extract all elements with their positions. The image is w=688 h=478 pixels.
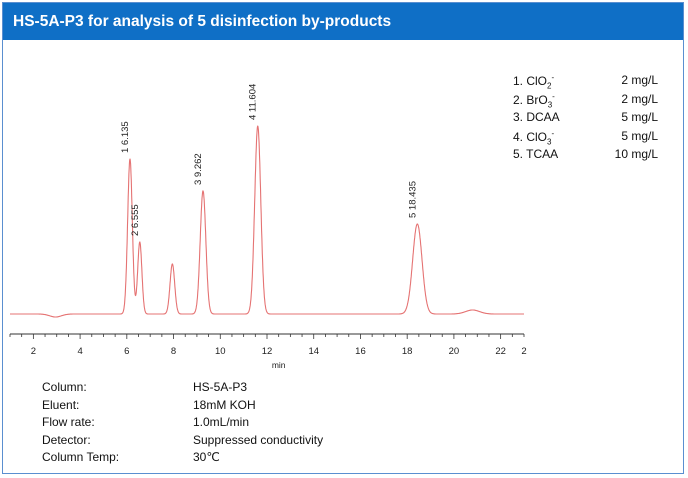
condition-row: Eluent: 18mM KOH (42, 398, 362, 416)
legend-entry: 3. DCAA 5 mg/L (513, 110, 658, 129)
legend-analyte-name: 5. TCAA (513, 147, 559, 161)
legend-analyte-name: 4. ClO3- (513, 128, 555, 146)
x-tick-label: 2 (521, 346, 526, 357)
x-tick-label: 2 (31, 346, 36, 357)
condition-value: 30℃ (193, 450, 220, 464)
legend-concentration: 5 mg/L (621, 110, 658, 124)
chromatography-conditions: Column: HS-5A-P3 Eluent: 18mM KOH Flow rate:… (42, 380, 362, 468)
x-tick-label: 16 (355, 346, 366, 357)
analyte-legend: 1. ClO2- 2 mg/L 2. BrO3- 2 mg/L 3. DCAA 5 mg/… (513, 73, 658, 166)
x-tick-label: 20 (449, 346, 460, 357)
x-tick-label: 14 (308, 346, 319, 357)
x-tick-label: 18 (402, 346, 413, 357)
x-tick-label: 6 (124, 346, 129, 357)
condition-label: Eluent: (42, 397, 80, 412)
condition-label: Column Temp: (42, 450, 120, 464)
x-tick-label: 10 (215, 346, 226, 357)
legend-entry: 4. ClO3- 5 mg/L (513, 129, 658, 148)
legend-entry: 5. TCAA 10 mg/L (513, 147, 658, 166)
condition-row: Flow rate: 1.0mL/min (42, 415, 362, 433)
condition-label: Flow rate: (42, 415, 95, 429)
condition-row: Detector: Suppressed conductivity (42, 433, 362, 451)
condition-value: 1.0mL/min (193, 415, 250, 429)
condition-value: HS-5A-P3 (193, 380, 248, 394)
legend-concentration: 10 mg/L (614, 147, 658, 161)
legend-analyte-name: 1. ClO2- (513, 73, 555, 91)
legend-entry: 2. BrO3- 2 mg/L (513, 92, 658, 111)
legend-concentration: 5 mg/L (621, 128, 658, 143)
condition-value: Suppressed conductivity (193, 432, 324, 447)
x-axis-label: min (272, 360, 286, 370)
peak-label: 1 6.135 (120, 121, 131, 153)
legend-concentration: 2 mg/L (621, 91, 658, 106)
condition-label: Column: (42, 380, 87, 394)
page-title: HS-5A-P3 for analysis of 5 disinfection … (3, 3, 683, 40)
condition-value: 18mM KOH (193, 397, 256, 412)
condition-label: Detector: (42, 432, 91, 447)
condition-row: Column: HS-5A-P3 (42, 380, 362, 398)
peak-label: 5 18.435 (407, 181, 418, 218)
peak-label: 2 6.555 (130, 204, 141, 236)
peak-label: 3 9.262 (193, 153, 204, 185)
condition-row: Column Temp: 30℃ (42, 450, 362, 468)
legend-entry: 1. ClO2- 2 mg/L (513, 73, 658, 92)
x-tick-label: 12 (262, 346, 273, 357)
x-tick-label: 8 (171, 346, 176, 357)
legend-analyte-name: 2. BrO3- (513, 91, 555, 109)
figure-frame: HS-5A-P3 for analysis of 5 disinfection … (2, 2, 684, 474)
x-tick-label: 4 (77, 346, 82, 357)
legend-analyte-name: 3. DCAA (513, 110, 560, 124)
x-tick-label: 22 (495, 346, 506, 357)
chromatogram-trace (10, 125, 524, 318)
legend-concentration: 2 mg/L (621, 73, 658, 87)
peak-label: 4 11.604 (248, 84, 259, 120)
